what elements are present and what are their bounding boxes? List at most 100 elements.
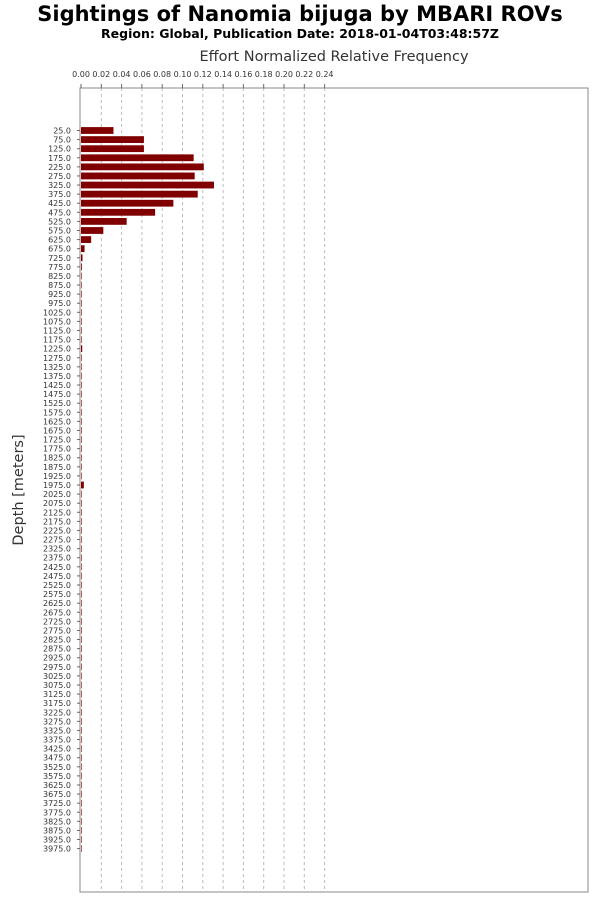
bar (81, 299, 82, 307)
bar (81, 208, 156, 216)
bar (81, 390, 82, 398)
y-tick-label: 2775.0 (43, 626, 71, 635)
bar (81, 736, 82, 743)
bar (81, 681, 82, 689)
y-tick-label: 275.0 (48, 172, 71, 181)
y-tick-label: 2925.0 (43, 654, 71, 663)
bar (81, 481, 84, 489)
bar (81, 172, 195, 180)
bar (81, 181, 214, 189)
y-tick-label: 2125.0 (43, 508, 71, 517)
y-tick-label: 1075.0 (43, 317, 71, 326)
bar (81, 617, 82, 625)
y-tick-label: 3575.0 (43, 772, 71, 781)
y-tick-label: 1275.0 (43, 354, 71, 363)
x-axis-title: Effort Normalized Relative Frequency (199, 49, 469, 65)
y-tick-label: 2625.0 (43, 599, 71, 608)
x-axis-ticks: 0.00 0.02 0.04 0.06 0.08 0.10 0.12 0.14 0.16 0.18… (72, 70, 334, 88)
bar (81, 408, 82, 416)
bar (81, 417, 82, 425)
bar (81, 690, 82, 698)
bar (81, 817, 82, 825)
y-tick-label: 3225.0 (43, 708, 71, 717)
grid-lines (100, 88, 326, 892)
bar (81, 517, 82, 525)
y-tick-label: 3375.0 (43, 736, 71, 745)
y-tick-label: 3675.0 (43, 790, 71, 799)
y-tick-label: 1325.0 (43, 363, 71, 372)
bar (81, 190, 198, 198)
bar (81, 554, 82, 562)
x-tick-label: 0.00 (72, 70, 90, 79)
y-tick-label: 825.0 (48, 272, 71, 281)
bar (81, 527, 82, 534)
bar (81, 145, 144, 153)
bar (81, 345, 83, 353)
y-tick-label: 2725.0 (43, 617, 71, 626)
bar (81, 254, 83, 262)
y-tick-label: 2075.0 (43, 499, 71, 508)
bar (81, 445, 82, 453)
y-tick-label: 1425.0 (43, 381, 71, 390)
bar (81, 263, 82, 271)
y-tick-label: 2525.0 (43, 581, 71, 590)
y-tick-label: 3075.0 (43, 681, 71, 690)
x-tick-label: 0.06 (133, 70, 151, 79)
y-tick-label: 3275.0 (43, 717, 71, 726)
y-tick-label: 1375.0 (43, 372, 71, 381)
y-tick-label: 3875.0 (43, 826, 71, 835)
y-tick-label: 375.0 (48, 190, 71, 199)
y-tick-label: 575.0 (48, 226, 71, 235)
bar (81, 427, 82, 434)
y-tick-label: 2275.0 (43, 536, 71, 545)
y-tick-label: 125.0 (48, 145, 71, 154)
bar (81, 272, 82, 280)
bar (81, 508, 82, 516)
y-tick-label: 975.0 (48, 299, 71, 308)
y-tick-label: 3475.0 (43, 754, 71, 763)
bar (81, 245, 85, 253)
bar (81, 381, 82, 389)
y-tick-label: 1025.0 (43, 308, 71, 317)
bar (81, 363, 82, 371)
bar (81, 227, 104, 234)
bar (81, 163, 204, 171)
bar (81, 399, 82, 407)
y-tick-label: 1575.0 (43, 408, 71, 417)
y-tick-label: 1525.0 (43, 399, 71, 408)
bar (81, 317, 82, 325)
y-tick-label: 1625.0 (43, 417, 71, 426)
bar (81, 372, 82, 380)
y-tick-label: 3925.0 (43, 836, 71, 845)
x-tick-label: 0.08 (153, 70, 171, 79)
y-tick-label: 425.0 (48, 199, 71, 208)
bar (81, 327, 82, 334)
bar (81, 590, 82, 598)
y-tick-label: 1675.0 (43, 426, 71, 435)
bar (81, 663, 82, 671)
y-tick-label: 2175.0 (43, 517, 71, 526)
y-axis-ticks: 25.075.0125.0175.0225.0275.0325.0375.042… (43, 127, 80, 854)
bar (81, 763, 82, 771)
bar (81, 236, 92, 243)
y-tick-label: 1975.0 (43, 481, 71, 490)
y-tick-label: 2425.0 (43, 563, 71, 572)
y-tick-label: 2575.0 (43, 590, 71, 599)
bar (81, 645, 82, 653)
bar (81, 836, 82, 843)
y-tick-label: 2225.0 (43, 526, 71, 535)
y-tick-label: 1925.0 (43, 472, 71, 481)
x-tick-label: 0.12 (194, 70, 212, 79)
y-tick-label: 775.0 (48, 263, 71, 272)
y-tick-label: 1175.0 (43, 336, 71, 345)
bar (81, 636, 82, 643)
bar (81, 717, 82, 725)
y-tick-label: 675.0 (48, 245, 71, 254)
bar (81, 827, 82, 834)
bars (81, 127, 214, 853)
y-tick-label: 2475.0 (43, 572, 71, 581)
y-tick-label: 25.0 (53, 127, 71, 136)
bar (81, 563, 82, 571)
x-tick-label: 0.24 (316, 70, 334, 79)
